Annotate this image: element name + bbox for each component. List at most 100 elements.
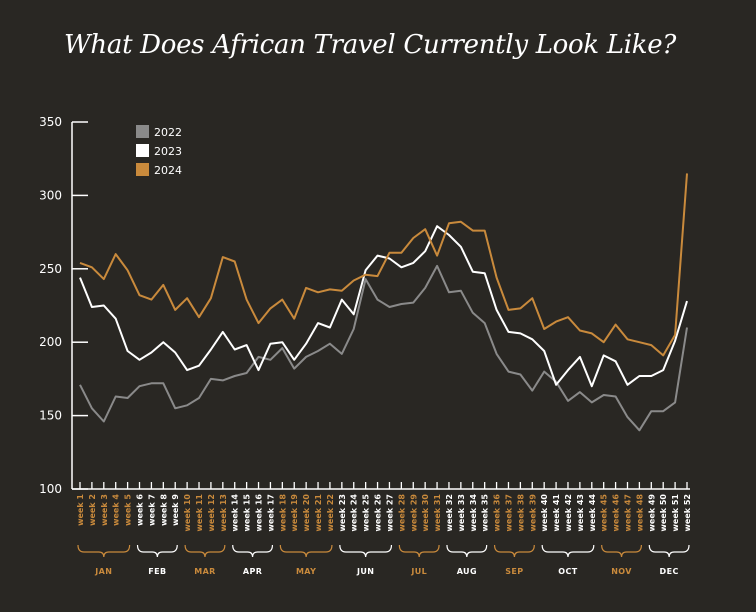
legend-label-2024: 2024 [154,164,182,177]
month-brace-mar [184,544,226,558]
legend-label-2022: 2022 [154,126,182,139]
week-label: week 32 [445,494,454,531]
legend: 2022 2023 2024 [136,125,182,177]
week-label: week 52 [683,494,692,531]
y-tick-label: 150 [39,409,62,423]
week-label: week 8 [159,494,168,526]
week-label: week 34 [469,494,478,532]
y-tick-label: 200 [39,335,62,349]
week-label: week 11 [195,494,204,532]
month-brace-sep [493,544,535,558]
week-label: week 18 [278,494,287,532]
week-label: week 36 [493,494,502,532]
month-label-jun: JUN [356,567,374,576]
month-label-nov: NOV [611,567,632,576]
week-label: week 49 [647,494,656,532]
week-label: week 39 [528,494,537,532]
week-label: week 15 [243,494,252,532]
month-groups: JAN FEB MAR APR MAY JUN JUL AUG SEP OCT NOV DEC [77,544,690,576]
y-tick-label: 100 [39,482,62,496]
month-label-jan: JAN [94,567,112,576]
month-brace-apr [232,544,274,558]
month-label-mar: MAR [194,567,216,576]
week-label: week 50 [659,494,668,532]
week-label: week 16 [255,494,264,532]
week-label: week 33 [457,494,466,531]
month-label-apr: APR [243,567,262,576]
week-label: week 14 [231,494,240,532]
week-label: week 24 [350,494,359,532]
week-label: week 5 [124,494,133,526]
week-label: week 1 [76,494,85,526]
week-label: week 42 [564,494,573,531]
series-line-2022 [79,264,688,432]
week-label: week 47 [623,494,632,531]
week-label: week 45 [600,494,609,532]
week-label: week 22 [326,494,335,531]
month-label-dec: DEC [660,567,679,576]
week-label: week 37 [504,494,513,531]
week-label: week 43 [576,494,585,531]
month-label-may: MAY [296,567,316,576]
week-label: week 9 [171,494,180,526]
week-label: week 19 [290,494,299,532]
month-label-oct: OCT [558,567,577,576]
week-labels: week 1 week 2 week 3 week 4 week 5 week 6 week… [76,494,692,532]
y-tick-label: 350 [39,115,62,129]
series-line-2023 [79,225,688,388]
month-brace-aug [446,544,488,558]
week-label: week 4 [112,494,121,526]
week-label: week 48 [635,494,644,532]
month-label-aug: AUG [457,567,477,576]
y-tick-label: 250 [39,262,62,276]
week-label: week 28 [397,494,406,532]
week-label: week 27 [385,494,394,531]
month-label-jul: JUL [410,567,427,576]
week-label: week 3 [100,494,109,526]
month-brace-feb [136,544,178,558]
y-tick-label: 300 [39,188,62,202]
month-brace-jul [398,544,440,558]
week-label: week 29 [409,494,418,532]
month-brace-oct [541,544,595,558]
week-label: week 21 [314,494,323,532]
month-brace-nov [601,544,642,558]
axes [71,122,690,490]
legend-label-2023: 2023 [154,145,182,158]
y-axis-ticks: 100 150 200 250 300 350 [39,115,88,496]
legend-swatch-2022 [136,125,149,138]
week-label: week 41 [552,494,561,532]
series-lines [79,173,688,432]
month-label-feb: FEB [148,567,166,576]
month-brace-jan [77,544,131,558]
month-brace-jun [339,544,393,558]
week-label: week 40 [540,494,549,532]
week-label: week 44 [588,494,597,532]
week-label: week 17 [266,494,275,531]
legend-swatch-2024 [136,163,149,176]
legend-swatch-2023 [136,144,149,157]
series-line-2024 [79,173,688,357]
month-brace-dec [648,544,690,558]
week-label: week 26 [374,494,383,532]
week-label: week 7 [147,494,156,526]
week-label: week 20 [302,494,311,532]
week-label: week 35 [481,494,490,532]
week-label: week 31 [433,494,442,532]
week-label: week 10 [183,494,192,532]
week-label: week 13 [219,494,228,531]
week-label: week 46 [612,494,621,532]
week-label: week 38 [516,494,525,532]
week-label: week 2 [88,494,97,526]
week-label: week 23 [338,494,347,531]
x-axis-ticks [79,482,688,489]
month-brace-may [279,544,333,558]
week-label: week 25 [362,494,371,532]
chart-title: What Does African Travel Currently Look … [64,30,676,60]
week-label: week 51 [671,494,680,532]
week-label: week 12 [207,494,216,531]
week-label: week 6 [136,494,145,526]
week-label: week 30 [421,494,430,532]
month-label-sep: SEP [505,567,523,576]
